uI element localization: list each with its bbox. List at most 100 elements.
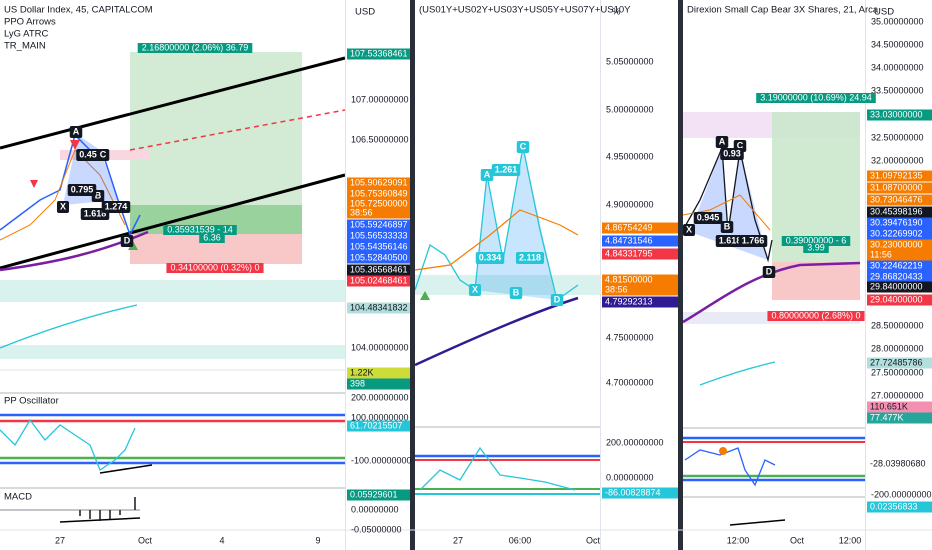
pattern-label-box — [67, 184, 97, 196]
price-badge — [867, 281, 932, 293]
price-axis-label: -100.00000000 — [351, 455, 412, 465]
panel-1-drawing — [0, 52, 346, 523]
measure-note: 2.16800000 (2.06%) 36.79 — [142, 42, 249, 52]
price-badge — [602, 222, 678, 234]
price-axis-label: 4.75000000 — [606, 332, 654, 342]
price-badge-label: 30.39476190 — [870, 217, 923, 227]
price-axis-label: 0.00000000 — [351, 504, 399, 514]
price-badge — [867, 109, 932, 121]
price-badge — [347, 219, 410, 231]
currency-label: USD — [355, 7, 375, 18]
price-badge-label: 29.04000000 — [870, 294, 923, 304]
time-axis-label: 06:00 — [509, 535, 532, 545]
panel-title: Direxion Small Cap Bear 3X Shares, 21, A… — [687, 5, 879, 16]
measure-note-box — [803, 243, 829, 253]
panel-2-drawing — [414, 146, 601, 495]
price-badge-label: 110.651K — [870, 401, 908, 411]
pattern-label-box — [101, 201, 131, 213]
price-axis-label: 28.00000000 — [871, 343, 924, 353]
pattern-label-box — [516, 141, 530, 153]
price-badge-label: -28.03980680 — [870, 458, 926, 468]
price-axis-label: 5.00000000 — [606, 104, 654, 114]
measure-note-box — [756, 93, 876, 103]
price-badge-label: 30.32269902 — [870, 228, 923, 238]
currency-label: % — [612, 7, 621, 18]
price-badge-label: 77.477K — [870, 412, 904, 422]
price-badge — [867, 458, 932, 470]
price-badge — [867, 228, 932, 240]
pattern-label-box — [762, 266, 776, 278]
price-badge-label: 4.79292313 — [605, 296, 653, 306]
measure-note: 0.80000000 (2.68%) 0 — [771, 310, 860, 320]
price-badge — [867, 249, 932, 261]
price-axis-label: 27.00000000 — [871, 390, 924, 400]
price-badge — [347, 198, 410, 210]
price-axis-label: 4.95000000 — [606, 151, 654, 161]
time-axis-label: Oct — [790, 535, 805, 545]
price-axis-label: 33.50000000 — [871, 85, 924, 95]
price-axis-label: 32.50000000 — [871, 132, 924, 142]
pattern-label-box — [715, 235, 745, 247]
pattern-label-box — [682, 224, 696, 236]
time-axis-label: 9 — [315, 535, 320, 545]
pattern-label: 1.618 — [84, 208, 107, 218]
pattern-label: 0.45 — [79, 149, 97, 159]
currency-label: USD — [874, 7, 894, 18]
price-badge — [347, 252, 410, 264]
price-badge-label: 0.05929601 — [350, 489, 398, 499]
price-badge — [867, 357, 932, 369]
price-badge-label: 29.86820433 — [870, 271, 923, 281]
price-badge-label: 104.48341832 — [350, 302, 408, 312]
price-badge — [867, 239, 932, 251]
pattern-label: B — [95, 190, 102, 200]
price-axis-label: 200.00000000 — [606, 437, 664, 447]
price-badge-label: 61.70215507 — [350, 420, 403, 430]
measure-note-box — [767, 311, 865, 321]
price-axis-label: 107.00000000 — [351, 94, 409, 104]
pattern-label-box — [720, 221, 734, 233]
price-badge — [867, 182, 932, 194]
price-badge — [867, 194, 932, 206]
price-badge-label: 4.84731546 — [605, 235, 653, 245]
price-axis-label: 35.00000000 — [871, 16, 924, 26]
pattern-label-box — [738, 235, 768, 247]
measure-note-box — [781, 236, 851, 246]
price-badge — [867, 401, 932, 413]
price-badge-label: 105.52840500 — [350, 252, 408, 262]
price-axis-label: 106.50000000 — [351, 134, 409, 144]
measure-note: 0.34100000 (0.32%) 0 — [170, 262, 259, 272]
price-badge-label: 29.84000000 — [870, 281, 923, 291]
pattern-label: 1.618 — [719, 235, 742, 245]
price-badge — [867, 271, 932, 283]
measure-note: 6.36 — [203, 232, 221, 242]
price-badge — [347, 177, 410, 189]
pattern-label-box — [491, 164, 521, 176]
time-axis-label: 27 — [55, 535, 65, 545]
price-badge — [867, 217, 932, 229]
pattern-label: C — [100, 149, 107, 159]
price-badge — [602, 235, 678, 247]
pattern-label: 0.93 — [723, 148, 741, 158]
pattern-label: D — [766, 266, 773, 276]
measure-note-box — [137, 43, 253, 53]
measure-note-box — [199, 233, 225, 243]
price-badge — [347, 48, 410, 60]
price-badge — [602, 248, 678, 260]
price-axis-label: 27.50000000 — [871, 367, 924, 377]
pattern-label-box — [515, 252, 545, 264]
price-badge-label: 105.72500000 — [350, 198, 408, 208]
price-badge-label: 38:56 — [605, 284, 628, 294]
price-badge-label: 4.86754249 — [605, 222, 653, 232]
pattern-label: D — [124, 235, 131, 245]
price-axis-label: 4.70000000 — [606, 377, 654, 387]
price-axis-label: 4.90000000 — [606, 199, 654, 209]
pattern-label: D — [554, 294, 561, 304]
pattern-label-box — [693, 212, 723, 224]
time-axis-label: 12:00 — [839, 535, 862, 545]
price-badge-label: 38:56 — [350, 207, 373, 217]
price-badge-label: 30.22462219 — [870, 260, 923, 270]
pattern-label-box — [720, 148, 744, 160]
price-badge — [867, 260, 932, 272]
pattern-label: 0.945 — [697, 212, 720, 222]
